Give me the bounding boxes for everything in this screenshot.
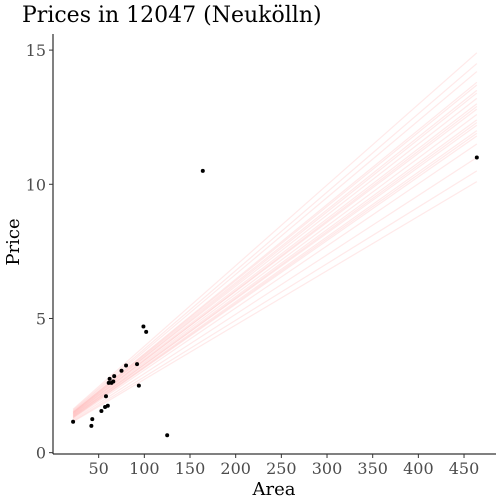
data-point: [474, 155, 479, 160]
fit-line: [72, 122, 478, 417]
x-tick-label: 150: [175, 459, 206, 478]
x-tick-label: 200: [220, 459, 251, 478]
data-point: [144, 329, 149, 334]
fit-line: [72, 181, 478, 423]
y-axis: 0 5 10 15: [26, 34, 54, 463]
fit-line: [72, 71, 478, 412]
fit-line: [72, 132, 478, 418]
data-point: [136, 383, 141, 388]
x-tick-label: 450: [449, 459, 480, 478]
fit-line: [72, 63, 478, 411]
fit-line: [72, 105, 478, 416]
fit-line: [72, 81, 478, 413]
chart-title: Prices in 12047 (Neukölln): [22, 3, 322, 28]
data-point: [200, 168, 205, 173]
x-tick-label: 50: [88, 459, 108, 478]
y-tick-label: 5: [36, 309, 46, 328]
x-tick-label: 350: [357, 459, 388, 478]
y-axis-title: Price: [3, 218, 24, 265]
fit-line: [72, 170, 478, 422]
data-point: [106, 380, 111, 385]
data-point: [141, 324, 146, 329]
fit-line: [72, 84, 478, 413]
fit-line: [72, 114, 478, 416]
fit-line: [72, 124, 478, 417]
data-point: [89, 423, 94, 428]
x-tick-label: 300: [312, 459, 343, 478]
fit-line: [72, 135, 478, 419]
data-point: [103, 394, 108, 399]
data-point: [105, 403, 110, 408]
fit-line: [72, 97, 478, 414]
data-point: [165, 433, 170, 438]
fit-lines-group: [72, 52, 478, 423]
data-point: [124, 363, 129, 368]
data-point: [107, 376, 112, 381]
y-tick-label: 15: [26, 41, 46, 60]
points-group: [71, 155, 479, 438]
fit-line: [72, 143, 478, 420]
fit-line: [72, 108, 478, 415]
x-tick-label: 400: [403, 459, 434, 478]
data-point: [112, 374, 117, 379]
fit-line: [72, 52, 478, 410]
x-tick-label: 250: [266, 459, 297, 478]
fit-line: [72, 103, 478, 415]
x-tick-label: 100: [129, 459, 160, 478]
fit-line: [72, 92, 478, 414]
data-point: [99, 409, 104, 414]
data-point: [135, 362, 140, 367]
fit-line: [72, 119, 478, 417]
data-point: [71, 419, 76, 424]
data-point: [119, 368, 124, 373]
fit-line: [72, 130, 478, 418]
x-axis: 50 100 150 200 250 300 350 400 450: [53, 453, 496, 478]
y-tick-label: 0: [36, 444, 46, 463]
data-point: [111, 379, 116, 384]
data-point: [90, 417, 95, 422]
fit-line: [72, 156, 478, 421]
y-tick-label: 10: [26, 175, 46, 194]
x-axis-title: Area: [252, 479, 296, 500]
fit-line: [72, 89, 478, 413]
